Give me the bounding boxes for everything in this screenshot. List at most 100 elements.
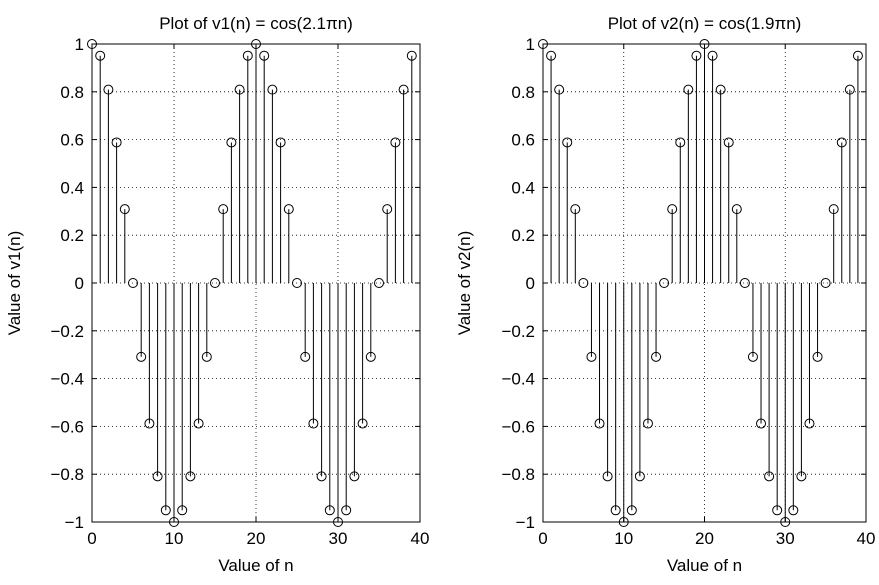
y-tick-label: −1: [516, 513, 535, 532]
stem-marker: [772, 505, 783, 516]
stem-marker: [764, 471, 775, 482]
stem-marker: [308, 418, 319, 429]
stem-marker: [804, 418, 815, 429]
stem-marker: [357, 418, 368, 429]
stem-marker: [586, 351, 597, 362]
stem-marker: [667, 204, 678, 215]
stem-marker: [218, 204, 229, 215]
y-tick-label: 0.8: [60, 83, 84, 102]
stem-marker: [349, 471, 360, 482]
y-axis-label: Value of v1(n): [5, 231, 24, 336]
stem-marker: [836, 137, 847, 148]
stem-marker: [747, 351, 758, 362]
stem-marker: [242, 50, 253, 61]
chart-title: Plot of v2(n) = cos(1.9πn): [608, 14, 802, 33]
stem-marker: [374, 278, 384, 288]
y-tick-label: 1: [526, 35, 535, 54]
stem-marker: [283, 204, 294, 215]
stem-marker: [562, 137, 573, 148]
stem-marker: [852, 50, 863, 61]
y-tick-label: −0.2: [501, 322, 535, 341]
y-tick-label: −0.6: [50, 417, 84, 436]
y-tick-label: −0.8: [501, 465, 535, 484]
stem-marker: [292, 278, 302, 288]
stem-marker: [812, 351, 823, 362]
stem-marker: [828, 204, 839, 215]
stem-marker: [267, 84, 278, 95]
stem-marker: [324, 505, 335, 516]
stem-marker: [119, 204, 130, 215]
stem-marker: [136, 351, 147, 362]
subplot-1: 0 10 20 30 40 −1 −0.8 −0.6 −0.4 −0.2 0 0.2 0.4 0.6 0.8…: [5, 14, 429, 575]
y-tick-label: 0.6: [511, 131, 535, 150]
stem-marker: [546, 50, 557, 61]
y-tick-label: 0: [75, 274, 84, 293]
stem-marker: [675, 137, 686, 148]
x-tick-label: 30: [776, 529, 795, 548]
chart-title: Plot of v1(n) = cos(2.1πn): [159, 14, 353, 33]
x-tick-label: 20: [695, 529, 714, 548]
stem-marker: [111, 137, 122, 148]
x-tick-label: 0: [538, 529, 547, 548]
stem-marker: [259, 50, 270, 61]
stem-marker: [659, 278, 670, 288]
y-tick-label: 0.2: [511, 226, 535, 245]
stem-marker: [95, 50, 106, 61]
y-tick-label: −1: [65, 513, 84, 532]
stem-marker: [390, 137, 401, 148]
stem-marker: [756, 418, 767, 429]
stem-marker: [316, 471, 327, 482]
stem-marker: [642, 418, 653, 429]
stem-marker: [234, 84, 245, 95]
stem-marker: [594, 418, 605, 429]
y-tick-label: 1: [75, 35, 84, 54]
stem-marker: [820, 278, 831, 288]
stem-marker: [788, 505, 799, 516]
y-tick-label: −0.4: [501, 370, 535, 389]
stem-marker: [226, 137, 237, 148]
stem-marker: [691, 50, 702, 61]
x-tick-label: 10: [614, 529, 633, 548]
y-tick-label: 0.4: [511, 178, 535, 197]
y-tick-label: −0.4: [50, 370, 84, 389]
stem-marker: [707, 50, 718, 61]
subplot-2: 0 10 20 30 40 −1 −0.8 −0.6 −0.4 −0.2 0 0.2 0.4 0.6 0.8…: [455, 14, 875, 575]
y-tick-label: 0.6: [60, 131, 84, 150]
stem-marker: [201, 351, 212, 362]
stem-marker: [144, 418, 155, 429]
stem-marker: [715, 84, 726, 95]
stem-marker: [578, 278, 589, 288]
stem-marker: [739, 278, 750, 288]
stem-marker: [731, 204, 742, 215]
stem-marker: [160, 505, 171, 516]
stem-marker: [193, 418, 204, 429]
y-tick-label: 0.4: [60, 178, 84, 197]
stem-marker: [626, 505, 637, 516]
stem-marker: [796, 471, 807, 482]
stem-marker: [341, 505, 352, 516]
stem-marker: [844, 84, 855, 95]
stem-marker: [554, 84, 565, 95]
y-tick-label: 0.8: [511, 83, 535, 102]
stem-marker: [365, 351, 376, 362]
stem-marker: [177, 505, 188, 516]
stem-marker: [610, 505, 621, 516]
stem-marker: [210, 278, 220, 288]
stem-marker: [152, 471, 163, 482]
stem-marker: [128, 278, 138, 288]
x-axis-label: Value of n: [218, 556, 293, 575]
stem-marker: [634, 471, 645, 482]
x-tick-label: 10: [165, 529, 184, 548]
stem-marker: [723, 137, 734, 148]
y-axis-label: Value of v2(n): [455, 231, 474, 336]
y-tick-label: 0: [526, 274, 535, 293]
x-tick-label: 20: [247, 529, 266, 548]
x-axis-label: Value of n: [667, 556, 742, 575]
stem-marker: [398, 84, 409, 95]
x-tick-label: 30: [329, 529, 348, 548]
x-tick-label: 0: [87, 529, 96, 548]
y-tick-label: −0.2: [50, 322, 84, 341]
stem-marker: [651, 351, 662, 362]
